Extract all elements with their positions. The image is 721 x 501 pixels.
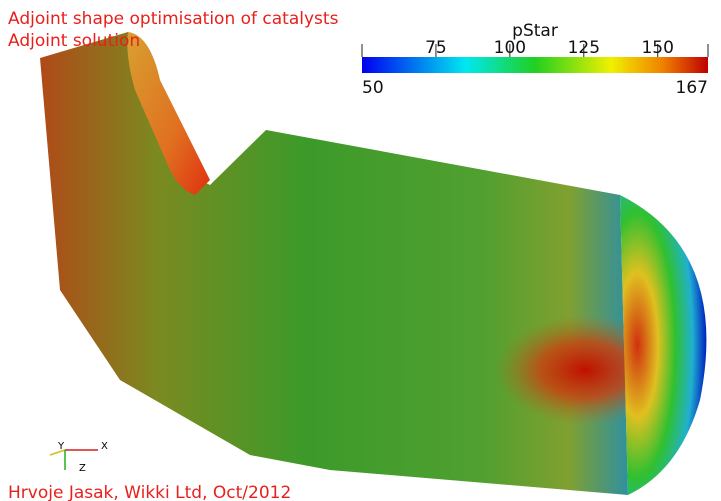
colorbar-gradient: [362, 57, 708, 73]
colorbar-min: 50: [362, 78, 384, 98]
axis-y-label: Y: [57, 441, 65, 452]
axis-x-label: X: [101, 441, 108, 452]
credit: Hrvoje Jasak, Wikki Ltd, Oct/2012: [8, 483, 291, 501]
axis-z-label: Z: [79, 463, 86, 474]
axes-triad: X Y Z: [49, 441, 108, 474]
subtitle: Adjoint solution: [8, 31, 140, 51]
colorbar-max: 167: [676, 78, 708, 98]
colorbar-tick-label: 150: [641, 38, 673, 58]
colorbar-tick-label: 75: [425, 38, 447, 58]
colorbar: pStar 50 167 75 100 125 150: [361, 21, 709, 98]
colorbar-tick-label: 100: [494, 38, 526, 58]
geometry: [40, 32, 707, 495]
colorbar-tick-label: 125: [568, 38, 600, 58]
title: Adjoint shape optimisation of catalysts: [8, 9, 339, 29]
colorbar-title: pStar: [512, 21, 558, 41]
